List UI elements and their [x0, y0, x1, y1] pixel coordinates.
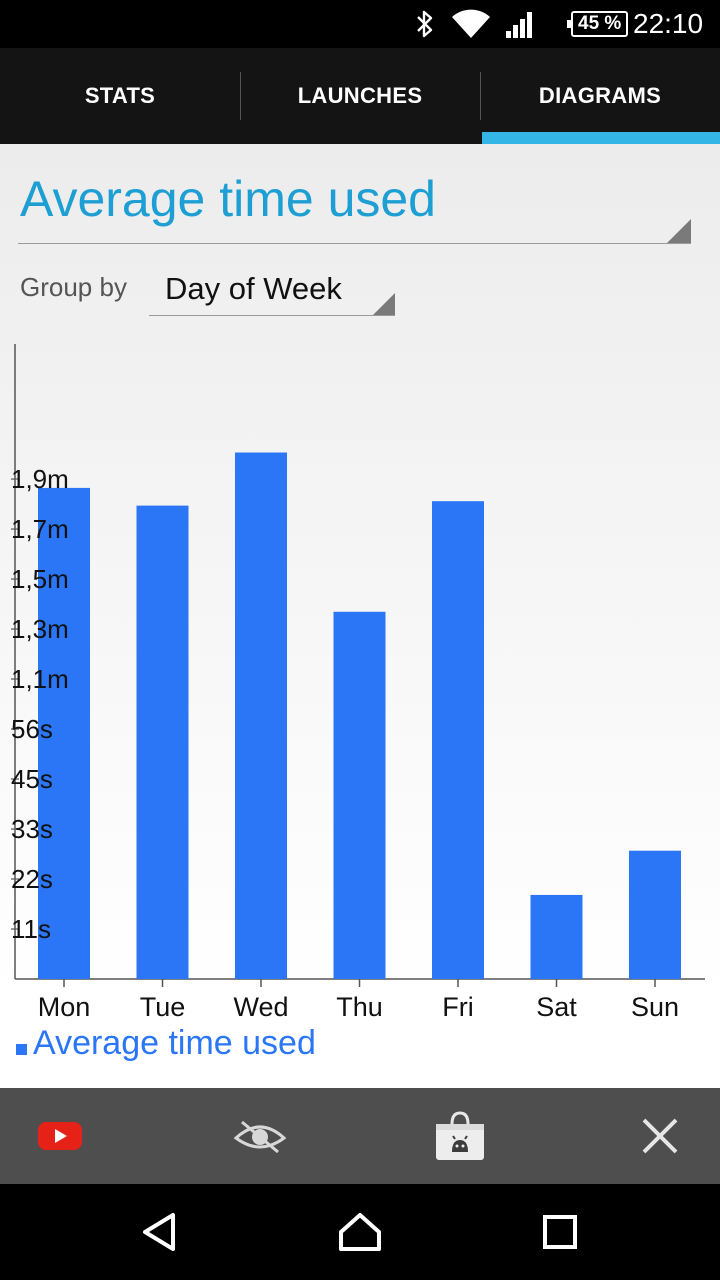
bottom-toolbar: [0, 1088, 720, 1184]
diagram-type-dropdown[interactable]: Average time used: [18, 170, 691, 244]
hide-icon[interactable]: [200, 1088, 320, 1184]
x-tick-label: Sun: [631, 992, 679, 1020]
chart-bar: [333, 611, 386, 979]
y-tick-label: 33s: [11, 814, 53, 844]
x-tick-label: Sat: [536, 992, 577, 1020]
y-tick-label: 1,5m: [11, 564, 69, 594]
wifi-icon: [451, 0, 491, 48]
home-icon[interactable]: [300, 1184, 420, 1280]
chart-bar: [136, 505, 189, 979]
play-store-icon[interactable]: [400, 1088, 520, 1184]
x-tick-label: Thu: [336, 992, 383, 1020]
chart-bar: [38, 487, 90, 979]
y-tick-label: 1,1m: [11, 664, 69, 694]
y-tick-label: 1,9m: [11, 464, 69, 494]
y-tick-label: 56s: [11, 714, 53, 744]
tab-diagrams[interactable]: DIAGRAMS: [480, 48, 720, 144]
status-bar: 45 % 22:10: [0, 0, 720, 48]
chart-bar: [432, 501, 484, 979]
dropdown-arrow-icon: [373, 293, 395, 315]
close-icon[interactable]: [600, 1088, 720, 1184]
tab-stats[interactable]: STATS: [84, 83, 156, 108]
bar-chart: Mon Tue Wed Thu Fri Sat Sun 11s 22s 33s 45s 56s 1,1m…: [11, 344, 705, 1020]
tab-bar: STATS LAUNCHES DIAGRAMS: [0, 48, 720, 144]
group-by-dropdown[interactable]: Day of Week: [149, 266, 395, 316]
group-by-value: Day of Week: [165, 271, 342, 306]
legend-swatch: [16, 1044, 27, 1055]
chart-bar: [235, 452, 287, 979]
dropdown-arrow-icon: [667, 219, 691, 243]
battery-icon: 45 %: [566, 0, 629, 48]
bluetooth-icon: [414, 0, 436, 48]
youtube-icon[interactable]: [0, 1088, 120, 1184]
x-tick-label: Wed: [233, 992, 288, 1020]
back-icon[interactable]: [100, 1184, 220, 1280]
chart-bar: [530, 894, 583, 979]
y-tick-label: 45s: [11, 764, 53, 794]
diagram-content: Average time used Group by Day of Week M…: [0, 144, 720, 1088]
y-tick-label: 1,7m: [11, 514, 69, 544]
battery-level: 45 %: [566, 11, 629, 37]
diagram-type-value: Average time used: [20, 171, 436, 227]
x-tick-label: Fri: [442, 992, 473, 1020]
y-tick-label: 22s: [11, 864, 53, 894]
x-tick-label: Tue: [140, 992, 186, 1020]
tab-launches[interactable]: LAUNCHES: [240, 48, 480, 144]
y-tick-label: 1,3m: [11, 614, 69, 644]
y-tick-label: 11s: [11, 914, 51, 944]
group-by-label: Group by: [20, 272, 127, 302]
cellular-signal-icon: [505, 0, 537, 48]
chart-legend: Average time used: [16, 1024, 316, 1063]
recents-icon[interactable]: [500, 1184, 620, 1280]
legend-label: Average time used: [33, 1024, 316, 1062]
chart-bar: [629, 850, 681, 979]
navigation-bar: [0, 1184, 720, 1280]
x-tick-label: Mon: [38, 992, 91, 1020]
clock: 22:10: [633, 8, 704, 39]
